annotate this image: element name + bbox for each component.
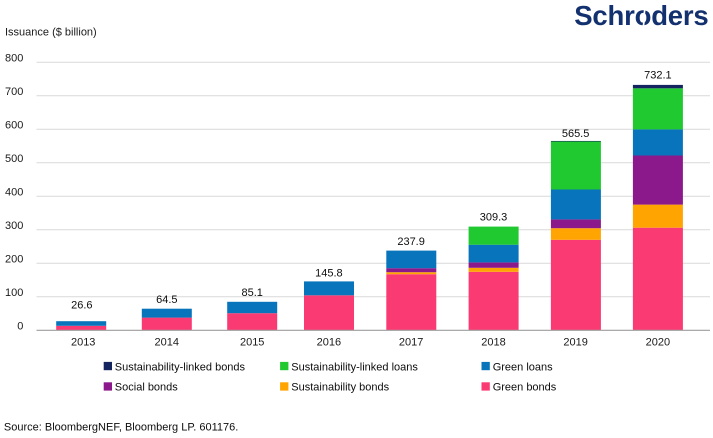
svg-text:600: 600	[5, 120, 23, 132]
svg-text:500: 500	[5, 153, 23, 165]
svg-text:200: 200	[5, 254, 23, 266]
svg-text:2019: 2019	[563, 336, 587, 348]
svg-text:64.5: 64.5	[156, 294, 177, 306]
svg-text:565.5: 565.5	[562, 128, 590, 140]
svg-text:2013: 2013	[71, 336, 95, 348]
svg-text:26.6: 26.6	[71, 299, 92, 311]
svg-text:2017: 2017	[399, 336, 423, 348]
svg-text:Issuance ($ billion): Issuance ($ billion)	[5, 27, 97, 39]
svg-text:0: 0	[17, 321, 23, 333]
svg-text:2015: 2015	[240, 336, 264, 348]
svg-text:700: 700	[5, 86, 23, 98]
svg-text:2020: 2020	[646, 336, 670, 348]
svg-text:100: 100	[5, 287, 23, 299]
svg-text:2016: 2016	[317, 336, 341, 348]
svg-text:800: 800	[5, 53, 23, 65]
svg-text:Green bonds: Green bonds	[493, 382, 557, 394]
svg-text:Social bonds: Social bonds	[115, 382, 178, 394]
svg-text:400: 400	[5, 187, 23, 199]
svg-text:300: 300	[5, 220, 23, 232]
svg-text:145.8: 145.8	[315, 268, 343, 280]
svg-text:Green loans: Green loans	[493, 361, 553, 373]
svg-text:Schroders: Schroders	[574, 0, 708, 31]
svg-text:Sustainability-linked bonds: Sustainability-linked bonds	[115, 361, 246, 373]
svg-text:2018: 2018	[481, 336, 505, 348]
svg-text:732.1: 732.1	[644, 70, 672, 82]
svg-text:309.3: 309.3	[480, 211, 508, 223]
svg-text:237.9: 237.9	[397, 236, 425, 248]
svg-text:Sustainability-linked loans: Sustainability-linked loans	[291, 361, 418, 373]
svg-text:2014: 2014	[155, 336, 179, 348]
svg-text:85.1: 85.1	[241, 287, 262, 299]
svg-text:Source: BloombergNEF, Bloomber: Source: BloombergNEF, Bloomberg LP. 6011…	[4, 422, 238, 434]
svg-text:Sustainability bonds: Sustainability bonds	[291, 382, 389, 394]
